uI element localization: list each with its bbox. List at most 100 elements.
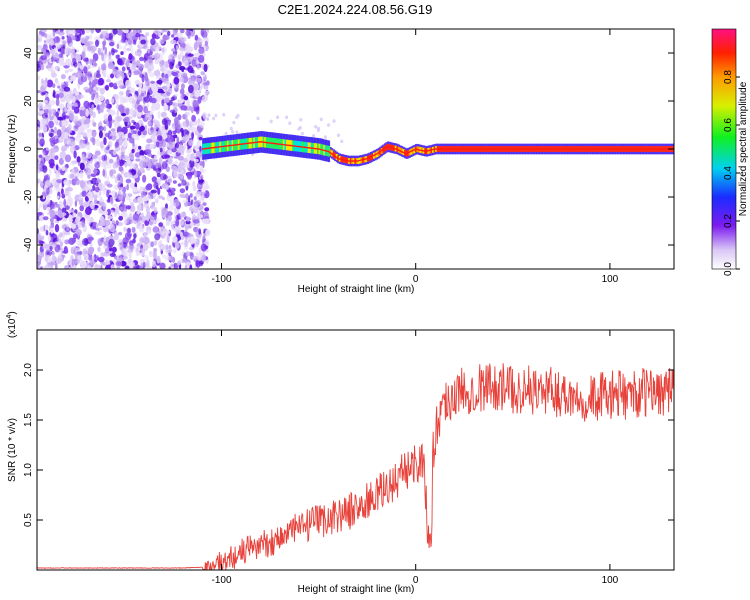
- noise-speckle: [77, 130, 82, 139]
- noise-speckle: [91, 94, 95, 101]
- noise-speckle: [118, 231, 123, 236]
- noise-speckle: [199, 86, 203, 91]
- noise-speckle: [92, 184, 96, 191]
- noise-speckle: [73, 61, 78, 68]
- noise-speckle: [109, 109, 116, 116]
- noise-speckle: [111, 49, 118, 53]
- noise-speckle: [86, 128, 93, 133]
- noise-speckle: [131, 148, 135, 154]
- snr-y-tick-label: 1.0: [23, 463, 34, 477]
- noise-speckle: [44, 254, 49, 263]
- signal-core: [383, 145, 387, 152]
- noise-speckle: [110, 264, 115, 269]
- noise-speckle: [60, 188, 64, 195]
- noise-speckle: [189, 251, 193, 256]
- noise-speckle: [171, 152, 177, 158]
- noise-speckle: [150, 129, 155, 134]
- noise-speckle: [145, 78, 150, 87]
- noise-speckle: [70, 173, 75, 179]
- noise-speckle: [54, 155, 59, 161]
- noise-speckle: [142, 174, 147, 183]
- noise-speckle: [144, 35, 148, 41]
- noise-speckle: [70, 142, 75, 146]
- noise-speckle: [162, 34, 167, 42]
- noise-speckle: [194, 34, 199, 41]
- noise-speckle: [37, 228, 40, 235]
- noise-speckle: [168, 54, 174, 62]
- noise-speckle: [147, 48, 150, 54]
- noise-speckle: [79, 205, 84, 212]
- noise-speckle: [56, 80, 60, 87]
- noise-speckle: [80, 105, 86, 111]
- noise-speckle: [37, 206, 40, 213]
- noise-speckle: [60, 241, 63, 247]
- noise-speckle: [194, 159, 199, 163]
- signal-peak-line: [202, 141, 674, 162]
- noise-speckle: [97, 194, 101, 198]
- noise-speckle: [67, 187, 73, 192]
- noise-speckle: [55, 170, 61, 179]
- noise-speckle: [46, 187, 50, 195]
- noise-speckle: [182, 231, 189, 237]
- noise-speckle: [144, 219, 150, 226]
- noise-speckle: [125, 107, 130, 116]
- noise-speckle: [93, 78, 99, 85]
- noise-speckle: [37, 148, 40, 154]
- noise-speckle: [43, 33, 47, 38]
- noise-speckle: [167, 136, 174, 144]
- noise-speckle: [73, 150, 77, 159]
- noise-speckle: [176, 146, 183, 154]
- noise-speckle: [116, 266, 120, 269]
- noise-speckle: [71, 237, 77, 243]
- noise-speckle: [121, 66, 126, 72]
- noise-speckle: [172, 236, 178, 243]
- noise-speckle: [121, 33, 126, 42]
- noise-speckle: [120, 151, 125, 160]
- noise-speckle: [123, 139, 128, 148]
- noise-speckle: [179, 188, 186, 194]
- noise-speckle: [111, 98, 115, 104]
- noise-speckle: [59, 200, 62, 205]
- noise-speckle: [179, 161, 184, 167]
- noise-speckle: [139, 29, 142, 34]
- noise-speckle: [177, 260, 181, 266]
- noise-speckle: [51, 255, 57, 262]
- noise-speckle: [38, 132, 43, 137]
- noise-speckle: [168, 245, 172, 249]
- noise-speckle: [130, 47, 134, 55]
- noise-speckle: [58, 53, 64, 58]
- noise-speckle: [64, 231, 71, 236]
- noise-speckle: [138, 125, 145, 132]
- noise-speckle: [114, 176, 119, 184]
- noise-speckle: [192, 185, 197, 191]
- noise-speckle: [53, 36, 61, 44]
- noise-speckle: [87, 218, 95, 223]
- noise-speckle: [171, 34, 175, 38]
- noise-speckle: [40, 91, 45, 96]
- noise-speckle: [57, 209, 63, 218]
- noise-speckle: [61, 194, 66, 199]
- noise-speckle: [200, 243, 207, 252]
- noise-speckle: [161, 59, 165, 66]
- noise-speckle: [76, 156, 81, 163]
- noise-speckle: [79, 162, 85, 171]
- noise-speckle: [159, 243, 166, 251]
- noise-speckle: [201, 254, 206, 263]
- noise-speckle: [55, 263, 58, 269]
- noise-speckle: [52, 148, 60, 152]
- noise-speckle: [55, 98, 60, 107]
- noise-speckle: [78, 142, 85, 149]
- noise-speckle: [131, 63, 137, 70]
- noise-speckle: [126, 47, 131, 52]
- noise-speckle: [175, 242, 180, 250]
- noise-speckle: [82, 47, 86, 52]
- noise-speckle: [168, 175, 173, 184]
- noise-speckle: [77, 76, 84, 85]
- noise-speckle: [116, 29, 124, 36]
- noise-speckle: [177, 99, 184, 104]
- noise-speckle: [50, 227, 54, 234]
- noise-speckle: [77, 255, 82, 261]
- noise-speckle: [201, 29, 207, 32]
- noise-speckle: [60, 46, 67, 55]
- noise-speckle: [178, 71, 184, 76]
